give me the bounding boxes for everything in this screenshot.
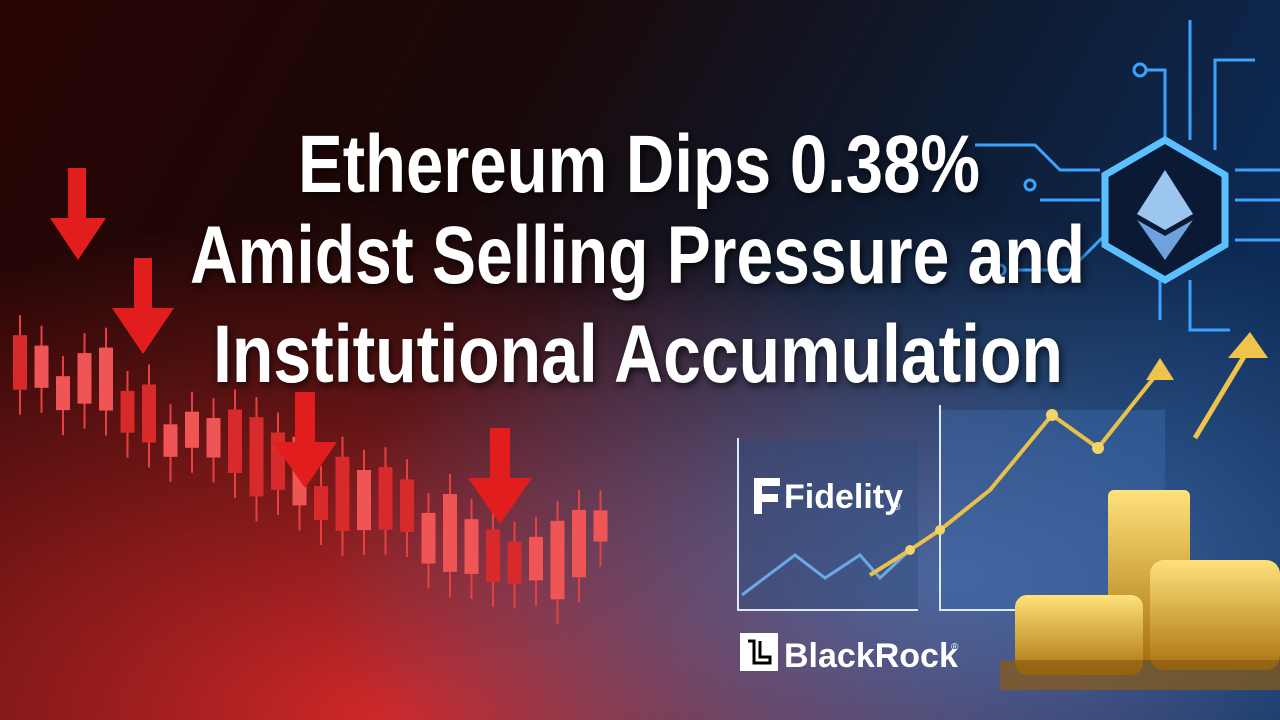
- logo-mark: ®: [951, 642, 959, 653]
- candle-part: [163, 424, 178, 457]
- candlestick-decoration: [13, 315, 608, 625]
- headline: Ethereum Dips 0.38% Amidst Selling Press…: [190, 119, 1085, 400]
- candle-part: [34, 345, 49, 388]
- candle-part: [507, 541, 522, 584]
- blackrock-logo: BlackRock ®: [740, 633, 959, 675]
- candle-part: [13, 335, 27, 390]
- candle-part: [228, 409, 242, 474]
- candle-part: [142, 384, 156, 443]
- candle-part: [378, 467, 393, 530]
- logo-name: Fidelity: [784, 478, 903, 516]
- candle-part: [529, 536, 543, 581]
- candle-part: [464, 519, 479, 574]
- down-arrows: [50, 168, 532, 524]
- candle-part: [593, 510, 608, 542]
- candle-part: [185, 411, 199, 448]
- logo-mark: ®: [893, 502, 901, 513]
- logo-name: BlackRock: [784, 637, 958, 675]
- fidelity-logo: Fidelity ®: [754, 478, 903, 516]
- headline-line: Ethereum Dips 0.38%: [298, 119, 980, 210]
- candle-part: [249, 417, 264, 497]
- candle-part: [443, 494, 457, 572]
- candle-part: [120, 391, 135, 433]
- candle-part: [421, 512, 436, 564]
- headline-line: Amidst Selling Pressure and: [190, 210, 1085, 301]
- candle-part: [486, 529, 500, 582]
- circuit-decoration: [975, 20, 1280, 332]
- candle-part: [77, 353, 92, 404]
- candle-part: [335, 456, 350, 531]
- candle-part: [572, 509, 586, 578]
- candle-part: [206, 418, 221, 458]
- candle-part: [550, 520, 565, 600]
- candle-part: [314, 486, 328, 521]
- candle-part: [56, 376, 70, 411]
- gold-treasure: [1000, 490, 1280, 690]
- candle-part: [271, 432, 285, 490]
- candle-part: [99, 347, 113, 411]
- candle-part: [357, 469, 371, 531]
- headline-line: Institutional Accumulation: [213, 309, 1063, 400]
- candle-part: [400, 479, 414, 532]
